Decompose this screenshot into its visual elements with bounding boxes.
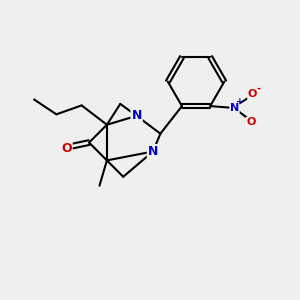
Text: -: - — [257, 84, 261, 94]
Text: N: N — [230, 103, 239, 112]
Text: N: N — [131, 109, 142, 122]
Text: +: + — [236, 97, 243, 106]
Text: O: O — [246, 117, 256, 128]
Text: O: O — [61, 142, 72, 155]
Text: O: O — [248, 89, 257, 99]
Text: N: N — [148, 145, 158, 158]
